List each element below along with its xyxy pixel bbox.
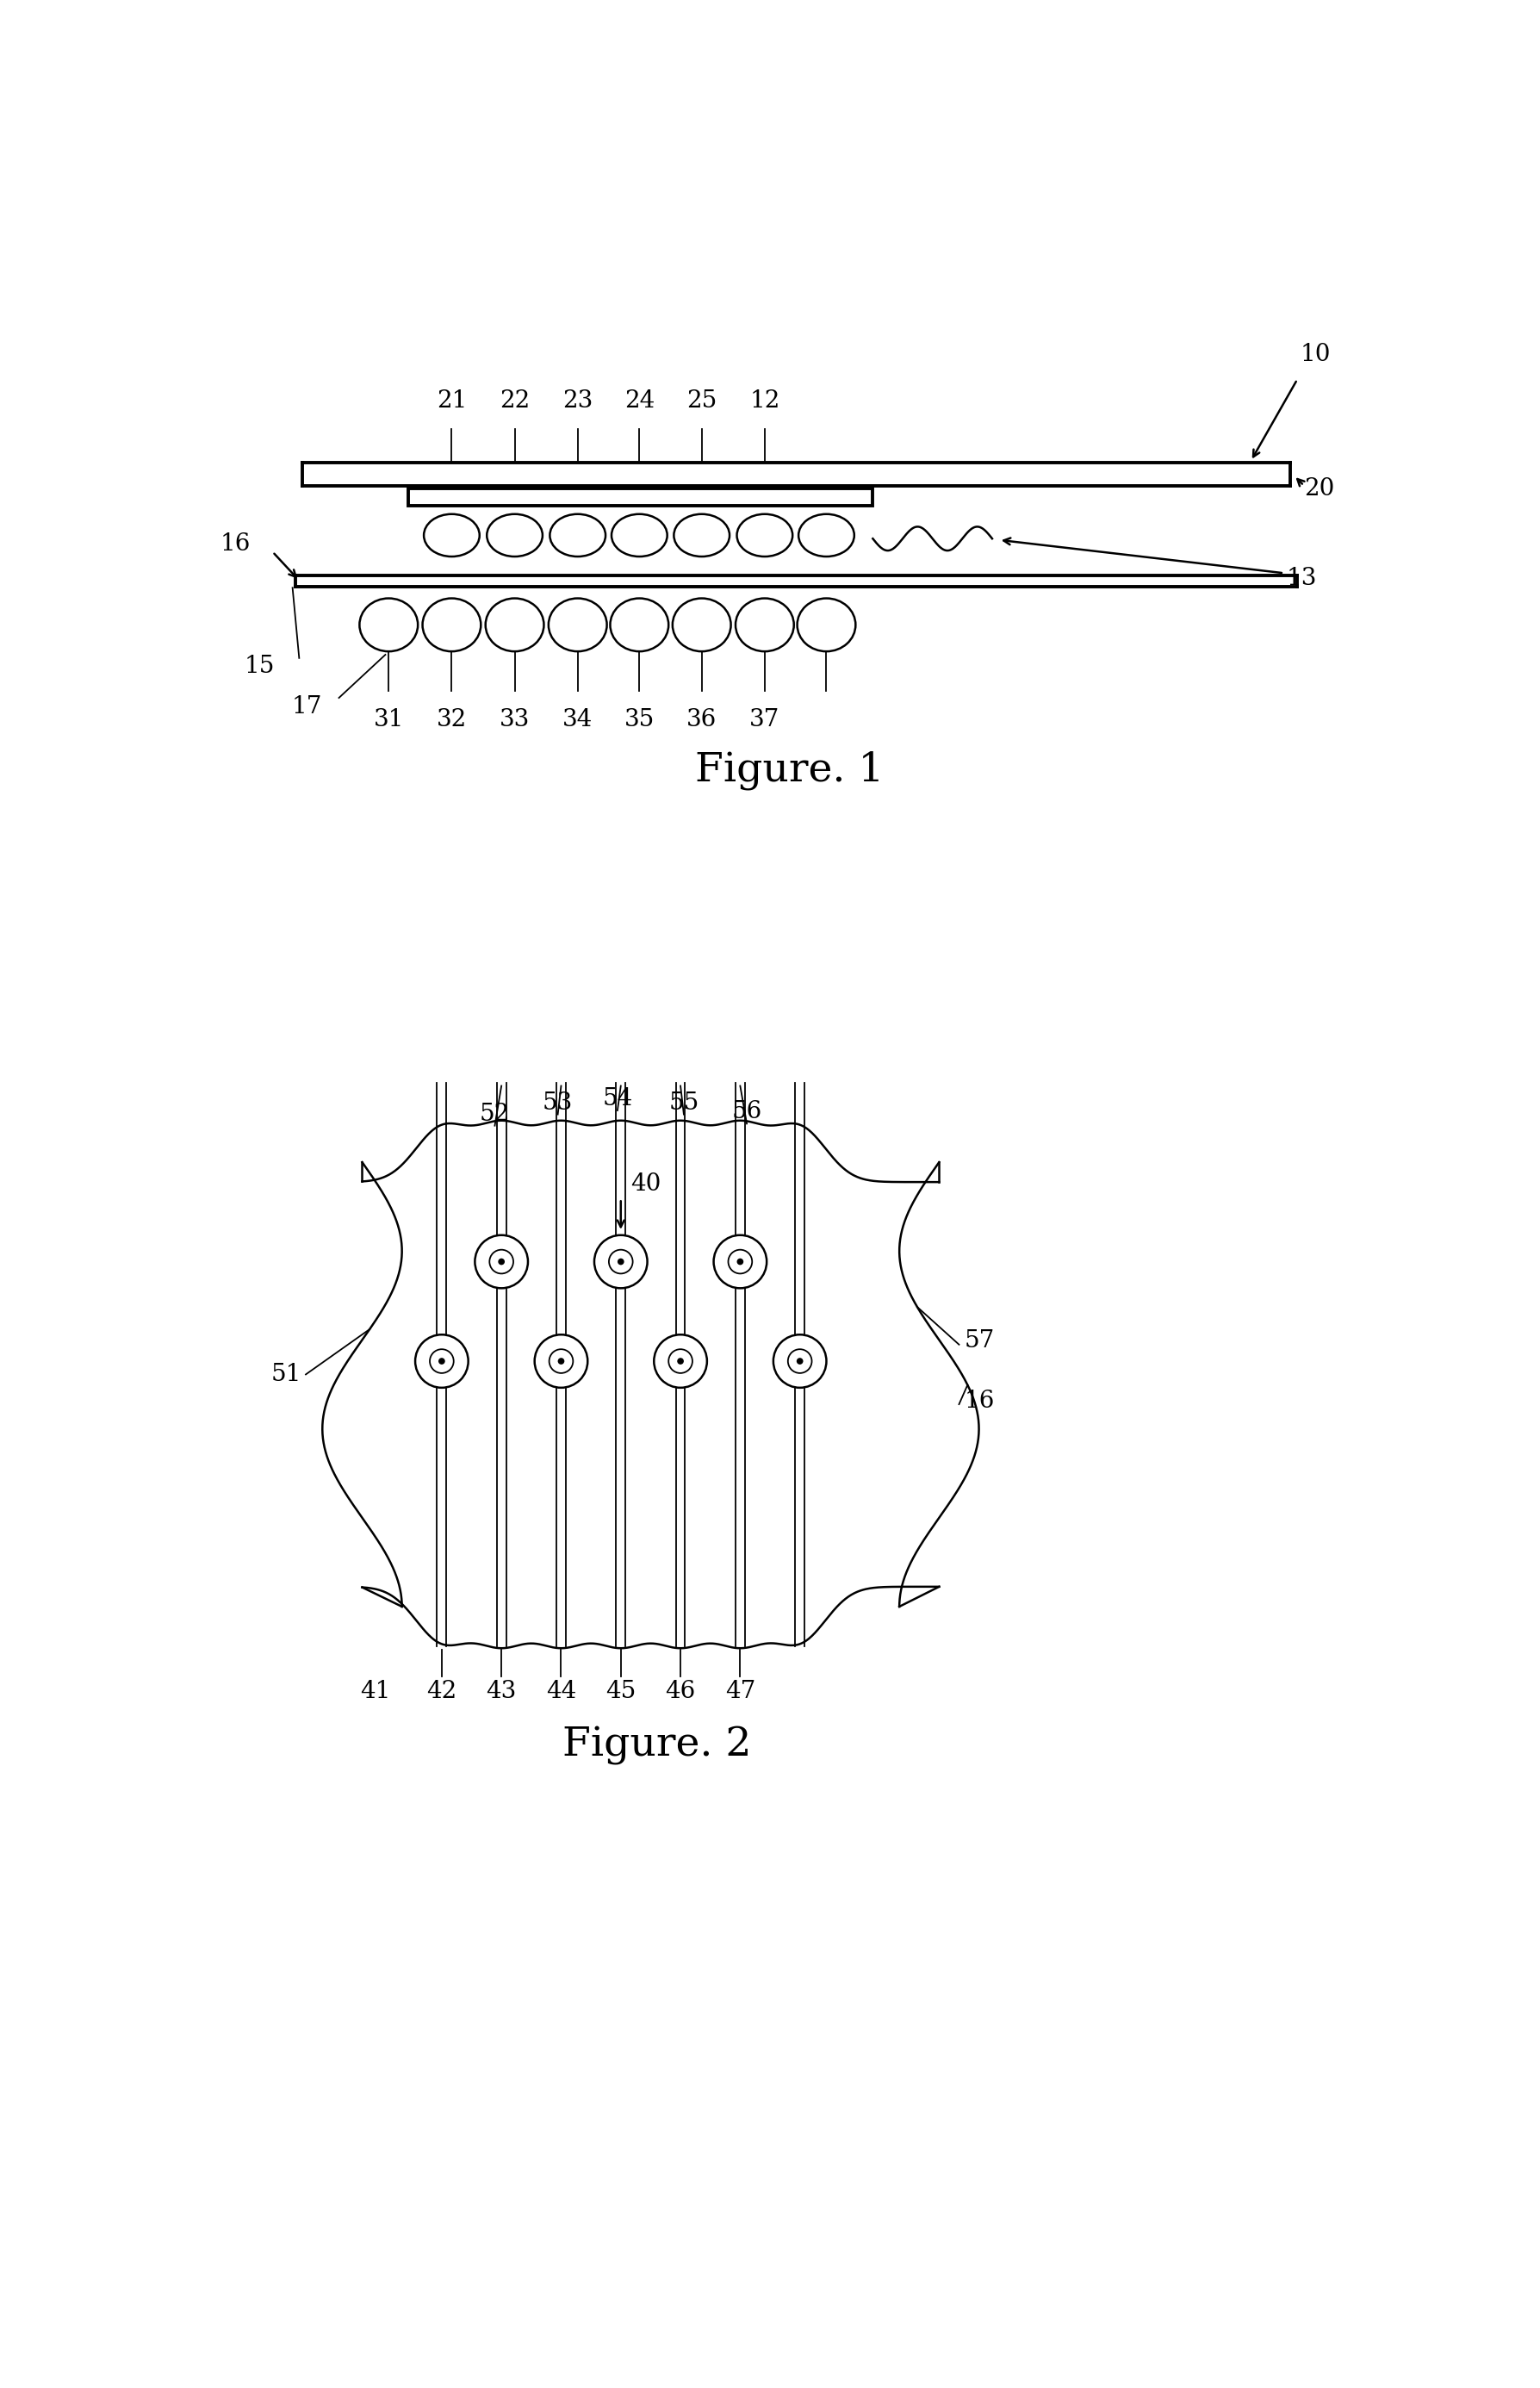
Text: 33: 33 [499,707,530,731]
Text: 36: 36 [687,707,718,731]
Bar [408,490,873,506]
Circle shape [534,1335,588,1387]
Circle shape [608,1249,633,1273]
Text: 55: 55 [668,1091,699,1115]
Text: 35: 35 [624,707,655,731]
Ellipse shape [422,599,480,652]
Ellipse shape [611,513,667,556]
Ellipse shape [675,513,730,556]
Text: 32: 32 [436,707,467,731]
Text: 45: 45 [605,1679,636,1703]
Circle shape [788,1349,812,1373]
Circle shape [618,1258,624,1266]
Ellipse shape [799,513,855,556]
Circle shape [796,1359,804,1364]
Ellipse shape [485,599,544,652]
Text: 10: 10 [1301,344,1331,365]
Circle shape [678,1359,684,1364]
Text: 41: 41 [360,1679,391,1703]
Text: 56: 56 [732,1101,762,1125]
Circle shape [773,1335,827,1387]
Text: 16: 16 [964,1390,995,1414]
Circle shape [668,1349,693,1373]
Text: 52: 52 [479,1103,510,1125]
Ellipse shape [736,513,793,556]
Text: 21: 21 [436,389,467,413]
Text: 17: 17 [291,695,322,719]
Text: 43: 43 [487,1679,516,1703]
Text: 13: 13 [1286,566,1317,590]
Circle shape [728,1249,752,1273]
Circle shape [416,1335,468,1387]
Text: Figure. 2: Figure. 2 [562,1727,752,1765]
Ellipse shape [548,599,607,652]
Text: 42: 42 [427,1679,457,1703]
Text: 25: 25 [687,389,718,413]
Text: 34: 34 [562,707,593,731]
Circle shape [736,1258,744,1266]
Text: 24: 24 [624,389,655,413]
Circle shape [490,1249,513,1273]
Ellipse shape [610,599,668,652]
Text: 12: 12 [750,389,779,413]
Ellipse shape [736,599,795,652]
Text: 54: 54 [602,1087,633,1110]
Text: Figure. 1: Figure. 1 [695,752,884,790]
Text: 51: 51 [271,1364,302,1385]
Ellipse shape [424,513,479,556]
Ellipse shape [550,513,605,556]
Circle shape [430,1349,454,1373]
Ellipse shape [798,599,856,652]
Text: 47: 47 [725,1679,756,1703]
Text: 37: 37 [750,707,779,731]
Text: 31: 31 [373,707,403,731]
Circle shape [474,1235,528,1287]
Circle shape [557,1359,565,1364]
Circle shape [654,1335,707,1387]
Ellipse shape [673,599,732,652]
Text: 46: 46 [665,1679,696,1703]
Circle shape [439,1359,445,1364]
Text: 16: 16 [220,533,251,556]
Text: 22: 22 [499,389,530,413]
Text: 23: 23 [562,389,593,413]
Text: 20: 20 [1304,478,1334,501]
Circle shape [594,1235,647,1287]
Text: 44: 44 [545,1679,576,1703]
Text: 15: 15 [245,654,274,678]
Circle shape [713,1235,767,1287]
Ellipse shape [487,513,542,556]
Circle shape [497,1258,505,1266]
Ellipse shape [359,599,417,652]
Text: 40: 40 [631,1173,661,1196]
Text: 57: 57 [964,1330,995,1354]
Circle shape [550,1349,573,1373]
Text: 53: 53 [542,1091,573,1115]
